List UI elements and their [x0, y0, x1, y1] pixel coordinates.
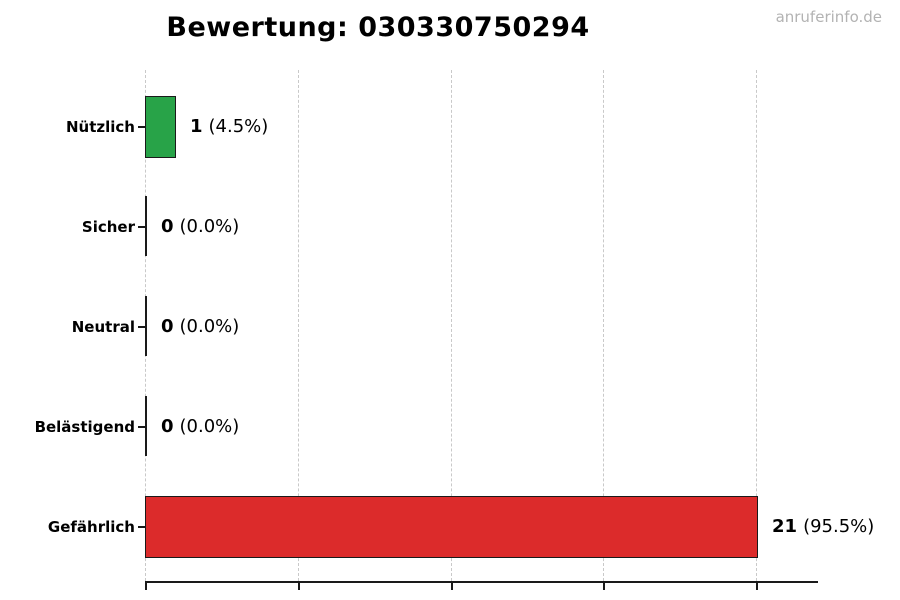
value-label-nuetzlich: 1 (4.5%): [190, 95, 268, 159]
category-label-belaestigend: Belästigend: [34, 418, 135, 436]
gridline: [451, 70, 452, 581]
bar-belaestigend: [145, 396, 147, 456]
value-percent: (0.0%): [179, 316, 240, 337]
y-axis-tick: [138, 326, 145, 328]
value-label-sicher: 0 (0.0%): [161, 195, 239, 259]
y-axis-tick: [138, 526, 145, 528]
y-axis-tick: [138, 426, 145, 428]
value-percent: (4.5%): [208, 116, 269, 137]
bar-row-nuetzlich: Nützlich 1 (4.5%): [0, 95, 900, 159]
bar-row-neutral: Neutral 0 (0.0%): [0, 295, 900, 359]
value-label-neutral: 0 (0.0%): [161, 295, 239, 359]
x-axis-tick: [451, 583, 453, 590]
x-axis-tick: [756, 583, 758, 590]
bar-nuetzlich: [145, 96, 176, 158]
value-count: 21: [772, 516, 798, 537]
category-label-nuetzlich: Nützlich: [66, 118, 135, 136]
bar-neutral: [145, 296, 147, 356]
bar-row-belaestigend: Belästigend 0 (0.0%): [0, 395, 900, 459]
gridline: [298, 70, 299, 581]
value-count: 0: [161, 216, 174, 237]
bar-gefaehrlich: [145, 496, 758, 558]
category-label-sicher: Sicher: [81, 218, 135, 236]
value-count: 0: [161, 316, 174, 337]
x-axis-line: [145, 581, 818, 583]
x-axis-tick: [603, 583, 605, 590]
value-count: 1: [190, 116, 203, 137]
category-label-neutral: Neutral: [71, 318, 135, 336]
gridline: [756, 70, 757, 581]
value-percent: (0.0%): [179, 416, 240, 437]
x-axis-tick: [145, 583, 147, 590]
y-axis-tick: [138, 226, 145, 228]
value-percent: (0.0%): [179, 216, 240, 237]
value-count: 0: [161, 416, 174, 437]
chart-title: Bewertung: 030330750294: [166, 12, 590, 43]
y-axis-tick: [138, 126, 145, 128]
gridline: [603, 70, 604, 581]
value-label-belaestigend: 0 (0.0%): [161, 395, 239, 459]
bar-sicher: [145, 196, 147, 256]
value-label-gefaehrlich: 21 (95.5%): [772, 495, 874, 559]
bar-row-gefaehrlich: Gefährlich 21 (95.5%): [0, 495, 900, 559]
category-label-gefaehrlich: Gefährlich: [47, 518, 135, 536]
watermark-text: anruferinfo.de: [775, 8, 882, 26]
bar-row-sicher: Sicher 0 (0.0%): [0, 195, 900, 259]
value-percent: (95.5%): [803, 516, 875, 537]
x-axis-tick: [298, 583, 300, 590]
